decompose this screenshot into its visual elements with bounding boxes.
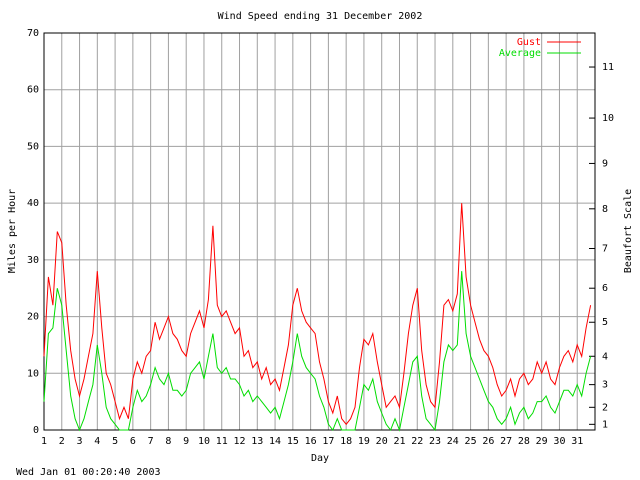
y2-tick-label: 3 [602, 380, 608, 391]
y2-tick-label: 7 [602, 244, 608, 255]
x-tick-label: 4 [94, 436, 100, 447]
x-tick-label: 25 [465, 436, 477, 447]
x-tick-label: 30 [553, 436, 565, 447]
x-tick-label: 11 [216, 436, 228, 447]
x-tick-label: 31 [571, 436, 583, 447]
x-tick-label: 29 [536, 436, 548, 447]
y-tick-label: 20 [27, 312, 39, 323]
x-tick-label: 16 [305, 436, 317, 447]
y2-axis-label: Beaufort Scale [623, 189, 634, 273]
x-tick-label: 8 [165, 436, 171, 447]
y-tick-label: 30 [27, 255, 39, 266]
y2-tick-label: 9 [602, 158, 608, 169]
x-tick-label: 27 [500, 436, 512, 447]
x-tick-label: 1 [41, 436, 47, 447]
x-tick-label: 12 [233, 436, 245, 447]
x-tick-label: 2 [59, 436, 65, 447]
x-tick-label: 5 [112, 436, 118, 447]
y-tick-label: 60 [27, 85, 39, 96]
y2-tick-label: 10 [602, 113, 614, 124]
y2-tick-label: 4 [602, 351, 608, 362]
footer: Wed Jan 01 00:20:40 2003 [16, 467, 161, 478]
x-tick-label: 14 [269, 436, 281, 447]
chart-title: Wind Speed ending 31 December 2002 [218, 11, 423, 22]
y2-tick-label: 2 [602, 402, 608, 413]
x-tick-label: 20 [376, 436, 388, 447]
x-tick-label: 26 [482, 436, 494, 447]
y-axis-label: Miles per Hour [7, 189, 18, 273]
y2-tick-label: 5 [602, 317, 608, 328]
x-tick-label: 22 [411, 436, 423, 447]
x-tick-label: 23 [429, 436, 441, 447]
series-line [43, 203, 592, 426]
y-tick-label: 70 [27, 28, 39, 39]
x-tick-label: 24 [447, 436, 459, 447]
x-tick-label: 10 [198, 436, 210, 447]
y-tick-label: 50 [27, 141, 39, 152]
x-tick-label: 28 [518, 436, 530, 447]
legend-label: Gust [517, 37, 541, 48]
x-tick-label: 18 [340, 436, 352, 447]
x-tick-label: 17 [322, 436, 334, 447]
x-tick-label: 6 [130, 436, 136, 447]
x-tick-label: 15 [287, 436, 299, 447]
x-tick-label: 13 [251, 436, 263, 447]
y-tick-label: 10 [27, 368, 39, 379]
series-line [43, 271, 592, 432]
y-tick-label: 40 [27, 198, 39, 209]
legend-label: Average [499, 48, 541, 59]
y2-tick-label: 8 [602, 204, 608, 215]
x-tick-label: 3 [77, 436, 83, 447]
y2-tick-label: 6 [602, 283, 608, 294]
y2-tick-label: 1 [602, 419, 608, 430]
x-tick-label: 7 [148, 436, 154, 447]
x-tick-label: 9 [183, 436, 189, 447]
plot-frame [43, 32, 596, 431]
y2-tick-label: 11 [602, 62, 614, 73]
y-tick-label: 0 [33, 425, 39, 436]
x-tick-label: 19 [358, 436, 370, 447]
x-axis-label: Day [311, 453, 329, 464]
x-tick-label: 21 [393, 436, 405, 447]
